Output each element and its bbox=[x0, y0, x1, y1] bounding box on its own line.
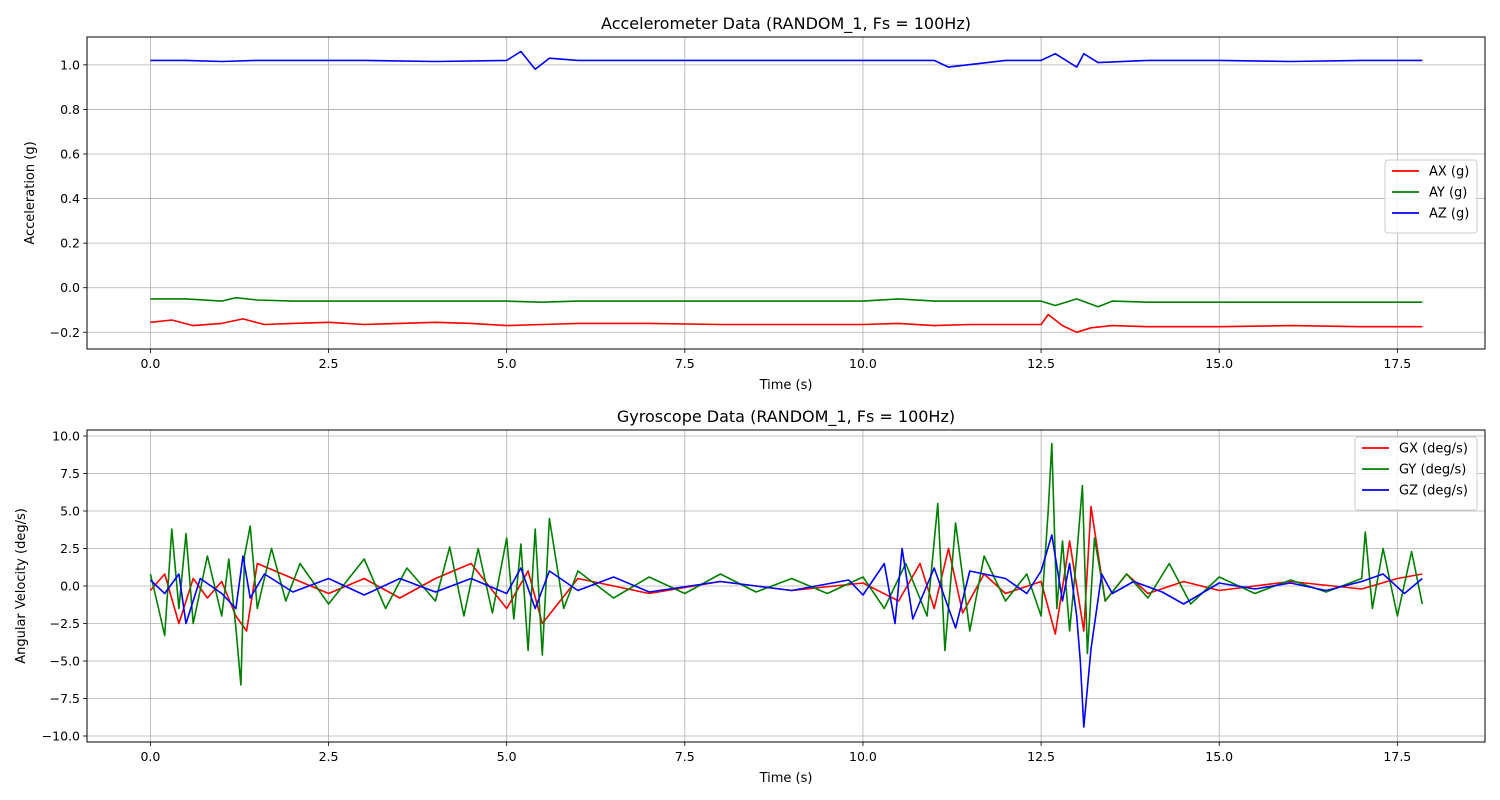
gyroscope-x-tick-label: 0.0 bbox=[140, 749, 160, 764]
accelerometer-y-tick-label: −0.2 bbox=[50, 325, 80, 340]
accelerometer-x-tick-label: 12.5 bbox=[1027, 356, 1055, 371]
gyroscope-y-tick-label: −7.5 bbox=[50, 691, 80, 706]
accelerometer-legend-label: AX (g) bbox=[1429, 165, 1469, 180]
gyroscope-ticks: 0.0 2.5 5.0 7.5 10.0 12.5 15.0 17.5 −10.0 −7.5 −5.… bbox=[42, 429, 1412, 765]
gyroscope-chart: 0.0 2.5 5.0 7.5 10.0 12.5 15.0 17.5 −10.0 −7.5 −5.… bbox=[14, 407, 1486, 786]
gyroscope-x-axis-label: Time (s) bbox=[759, 771, 813, 786]
gyroscope-y-tick-label: 10.0 bbox=[52, 429, 80, 444]
accelerometer-legend-label: AZ (g) bbox=[1429, 207, 1469, 222]
gyroscope-y-tick-label: −2.5 bbox=[50, 616, 80, 631]
gyroscope-y-tick-label: 7.5 bbox=[60, 466, 80, 481]
accelerometer-legend-box bbox=[1384, 159, 1478, 234]
accelerometer-y-tick-label: 1.0 bbox=[60, 57, 80, 72]
accelerometer-x-tick-label: 5.0 bbox=[497, 356, 517, 371]
gyroscope-legend-label: GX (deg/s) bbox=[1399, 442, 1468, 457]
gyroscope-x-tick-label: 2.5 bbox=[319, 749, 339, 764]
accelerometer-y-tick-label: 0.0 bbox=[60, 280, 80, 295]
accelerometer-grid bbox=[87, 37, 1485, 349]
gyroscope-y-tick-label: 2.5 bbox=[60, 541, 80, 556]
accelerometer-x-tick-label: 7.5 bbox=[675, 356, 695, 371]
accelerometer-legend-label: AY (g) bbox=[1429, 186, 1467, 201]
gyroscope-series-line-3 bbox=[149, 534, 1423, 728]
gyroscope-x-tick-label: 12.5 bbox=[1027, 749, 1055, 764]
accelerometer-x-tick-label: 15.0 bbox=[1205, 356, 1233, 371]
accelerometer-y-axis-label: Acceleration (g) bbox=[23, 141, 38, 244]
gyroscope-y-axis-label: Angular Velocity (deg/s) bbox=[14, 508, 29, 664]
accelerometer-series bbox=[150, 50, 1423, 334]
gyroscope-x-tick-label: 7.5 bbox=[675, 749, 695, 764]
accelerometer-x-tick-label: 0.0 bbox=[140, 356, 160, 371]
gyroscope-x-tick-label: 10.0 bbox=[849, 749, 877, 764]
accelerometer-x-tick-label: 2.5 bbox=[319, 356, 339, 371]
accelerometer-chart: 0.0 2.5 5.0 7.5 10.0 12.5 15.0 17.5 −0.2 0.0 0.2 0.… bbox=[23, 14, 1486, 393]
accelerometer-legend: AX (g) AY (g) AZ (g) bbox=[1384, 159, 1478, 234]
gyroscope-x-tick-label: 17.5 bbox=[1383, 749, 1411, 764]
gyroscope-x-tick-label: 15.0 bbox=[1205, 749, 1233, 764]
accelerometer-y-tick-label: 0.4 bbox=[60, 191, 80, 206]
accelerometer-title: Accelerometer Data (RANDOM_1, Fs = 100Hz… bbox=[601, 14, 971, 34]
accelerometer-series-line-1 bbox=[150, 313, 1423, 334]
gyroscope-y-tick-label: −10.0 bbox=[42, 729, 80, 744]
accelerometer-plot-frame bbox=[86, 36, 1486, 350]
accelerometer-y-tick-label: 0.2 bbox=[60, 236, 80, 251]
gyroscope-legend-label: GZ (deg/s) bbox=[1399, 484, 1468, 499]
gyroscope-x-tick-label: 5.0 bbox=[497, 749, 517, 764]
gyroscope-series bbox=[149, 442, 1424, 728]
gyroscope-legend: GX (deg/s) GY (deg/s) GZ (deg/s) bbox=[1354, 436, 1478, 511]
gyroscope-y-tick-label: 0.0 bbox=[60, 579, 80, 594]
accelerometer-series-line-2 bbox=[150, 296, 1423, 308]
gyroscope-y-tick-label: −5.0 bbox=[50, 654, 80, 669]
gyroscope-legend-box bbox=[1354, 436, 1478, 511]
accelerometer-x-axis-label: Time (s) bbox=[759, 378, 813, 393]
accelerometer-ticks: 0.0 2.5 5.0 7.5 10.0 12.5 15.0 17.5 −0.2 0.0 0.2 0.… bbox=[50, 57, 1412, 371]
accelerometer-series-line-3 bbox=[150, 50, 1423, 71]
gyroscope-y-tick-label: 5.0 bbox=[60, 504, 80, 519]
gyroscope-legend-label: GY (deg/s) bbox=[1399, 463, 1466, 478]
gyroscope-title: Gyroscope Data (RANDOM_1, Fs = 100Hz) bbox=[617, 407, 955, 427]
accelerometer-y-tick-label: 0.6 bbox=[60, 147, 80, 162]
accelerometer-x-tick-label: 17.5 bbox=[1383, 356, 1411, 371]
accelerometer-y-tick-label: 0.8 bbox=[60, 102, 80, 117]
accelerometer-x-tick-label: 10.0 bbox=[849, 356, 877, 371]
